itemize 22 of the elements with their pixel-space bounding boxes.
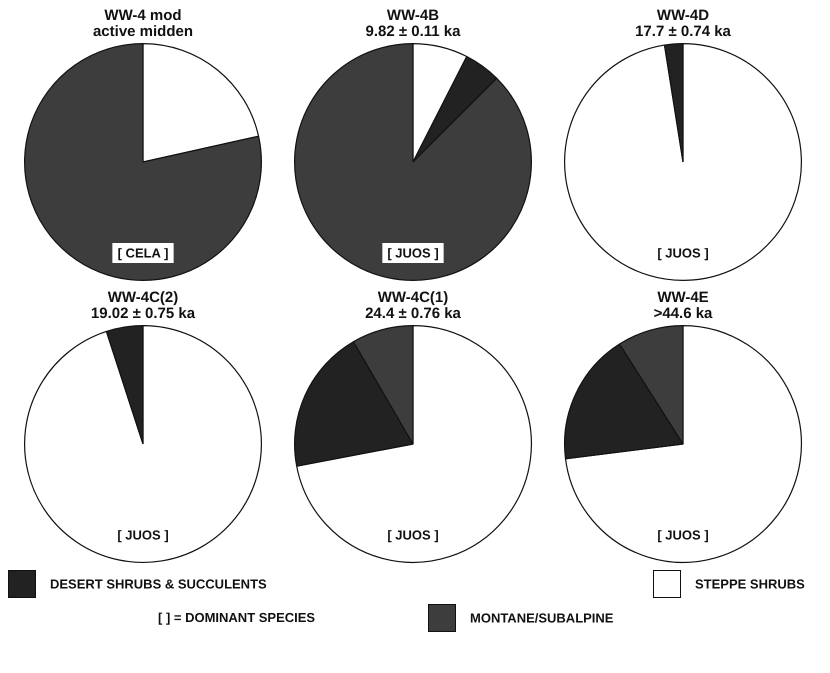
legend-label: MONTANE/SUBALPINE <box>470 610 614 626</box>
text: [ JUOS ] <box>657 528 709 543</box>
text: [ ] = DOMINANT SPECIES <box>158 610 316 625</box>
chart-title: WW-4C(2) <box>106 289 179 306</box>
chart-title: WW-4E <box>656 289 710 306</box>
legend-label: STEPPE SHRUBS <box>695 576 805 592</box>
text: [ JUOS ] <box>657 246 709 261</box>
chart-title: WW-4B <box>386 7 440 24</box>
text: [ JUOS ] <box>117 528 169 543</box>
text: [ CELA ] <box>118 246 168 261</box>
chart-subtitle: 9.82 ± 0.11 ka <box>364 23 462 40</box>
chart-subtitle: 17.7 ± 0.74 ka <box>634 23 732 40</box>
chart-subtitle: 19.02 ± 0.75 ka <box>90 305 196 322</box>
chart-subtitle: 24.4 ± 0.76 ka <box>364 305 462 322</box>
chart-title: WW-4C(1) <box>376 289 450 306</box>
chart-subtitle: >44.6 ka <box>652 305 714 322</box>
text: [ JUOS ] <box>387 528 439 543</box>
text: [ JUOS ] <box>387 246 439 261</box>
legend-label: DESERT SHRUBS & SUCCULENTS <box>50 576 267 592</box>
chart-subtitle: active midden <box>92 23 194 40</box>
chart-title: WW-4D <box>656 7 710 24</box>
chart-title: WW-4 mod <box>103 7 183 24</box>
